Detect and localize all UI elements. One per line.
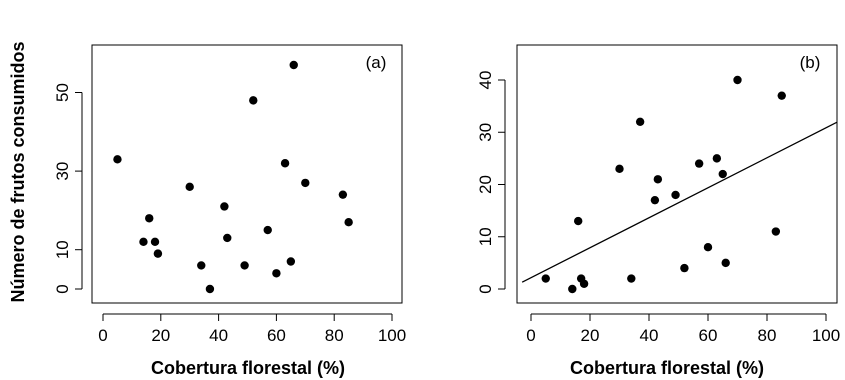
- panel-b-x-tick-label: 80: [758, 326, 777, 345]
- panel-b-point: [650, 195, 660, 205]
- panel-a-x-tick-label: 0: [98, 326, 107, 345]
- panel-a-x-tick-label: 20: [151, 326, 170, 345]
- panel-b-point: [627, 274, 636, 283]
- panel-b-y-ticks: 0 10 20 30 40: [476, 71, 506, 294]
- panel-b-y-tick-label: 0: [476, 284, 495, 293]
- panel-b-y-tick-label: 30: [476, 123, 495, 142]
- panel-b-point: [615, 164, 624, 174]
- panel-a-point: [289, 60, 298, 70]
- panel-b-point: [579, 279, 589, 288]
- panel-a-x-tick-label: 80: [325, 326, 344, 345]
- panel-a-y-tick-label: 0: [53, 284, 72, 293]
- panel-a-point: [153, 249, 163, 258]
- panel-b-point: [680, 263, 689, 273]
- panel-a-frame: [91, 44, 403, 304]
- panel-b-x-tick-label: 60: [699, 326, 718, 345]
- panel-b-frame: [516, 44, 838, 304]
- panel-a-point: [263, 225, 272, 235]
- y-axis-title: Número de frutos consumidos: [8, 41, 28, 302]
- panel-b-y-tick-label: 20: [476, 175, 495, 194]
- panel-b-y-tick-label: 40: [476, 71, 495, 90]
- panel-b-point: [671, 190, 680, 200]
- panel-a-x-ticks: 0 20 40 60 80 100: [98, 313, 406, 345]
- panel-b-point: [635, 117, 645, 127]
- panel-b-point: [733, 75, 742, 85]
- panel-a: (a) Cobertura florestal (%) 0 20 40 60 80 100…: [53, 44, 406, 378]
- panel-b-point: [574, 216, 583, 226]
- panel-a-y-tick-label: 50: [53, 83, 72, 102]
- panel-b-x-ticks: 0 20 40 60 80 100: [526, 313, 840, 345]
- panel-b-label: (b): [800, 53, 821, 72]
- panel-a-point: [185, 182, 194, 192]
- panel-a-y-ticks: 0 10 30 50: [53, 83, 83, 294]
- panel-b-x-tick-label: 100: [812, 326, 840, 345]
- panel-a-x-tick-label: 40: [209, 326, 228, 345]
- panel-a-point: [197, 261, 206, 270]
- panel-b: (b) Cobertura florestal (%) 0 20 40 60 80 100…: [476, 44, 840, 378]
- panel-b-point: [718, 169, 727, 179]
- panel-a-point: [205, 284, 215, 294]
- panel-a-point: [223, 233, 232, 243]
- panel-b-point: [568, 284, 577, 294]
- panel-a-point: [139, 237, 148, 247]
- panel-b-point: [703, 243, 713, 252]
- panel-b-point: [653, 175, 663, 184]
- panel-b-point: [694, 159, 704, 168]
- panel-a-label: (a): [366, 53, 387, 72]
- panel-a-points: [113, 60, 353, 294]
- panel-b-x-tick-label: 0: [526, 326, 535, 345]
- panel-a-point: [338, 190, 348, 199]
- panel-b-points: [541, 75, 786, 294]
- panel-b-point: [777, 91, 786, 100]
- panel-b-point: [541, 274, 550, 283]
- panel-a-y-tick-label: 10: [53, 240, 72, 259]
- panel-a-x-tick-label: 100: [378, 326, 406, 345]
- panel-b-x-tick-label: 20: [581, 326, 600, 345]
- panel-b-fit-line: [521, 121, 837, 283]
- panel-a-x-axis-title: Cobertura florestal (%): [151, 358, 345, 378]
- panel-a-point: [272, 269, 281, 278]
- panel-a-point: [301, 178, 310, 188]
- panel-a-point: [113, 155, 122, 164]
- panel-a-point: [344, 217, 353, 227]
- panel-b-x-axis-title: Cobertura florestal (%): [570, 358, 764, 378]
- panel-b-point: [721, 258, 730, 268]
- panel-b-point: [712, 154, 722, 163]
- panel-a-point: [150, 237, 160, 247]
- panel-a-point: [220, 202, 229, 211]
- panel-b-y-tick-label: 10: [476, 227, 495, 246]
- panel-b-fit: [521, 121, 837, 283]
- panel-a-y-tick-label: 30: [53, 162, 72, 181]
- panel-a-point: [286, 257, 296, 266]
- panel-a-x-tick-label: 60: [267, 326, 286, 345]
- panel-a-point: [249, 96, 258, 105]
- panel-b-x-tick-label: 40: [640, 326, 659, 345]
- panel-b-point: [771, 227, 781, 236]
- panel-a-point: [280, 159, 290, 168]
- panel-a-point: [145, 214, 154, 223]
- panel-a-point: [240, 261, 249, 270]
